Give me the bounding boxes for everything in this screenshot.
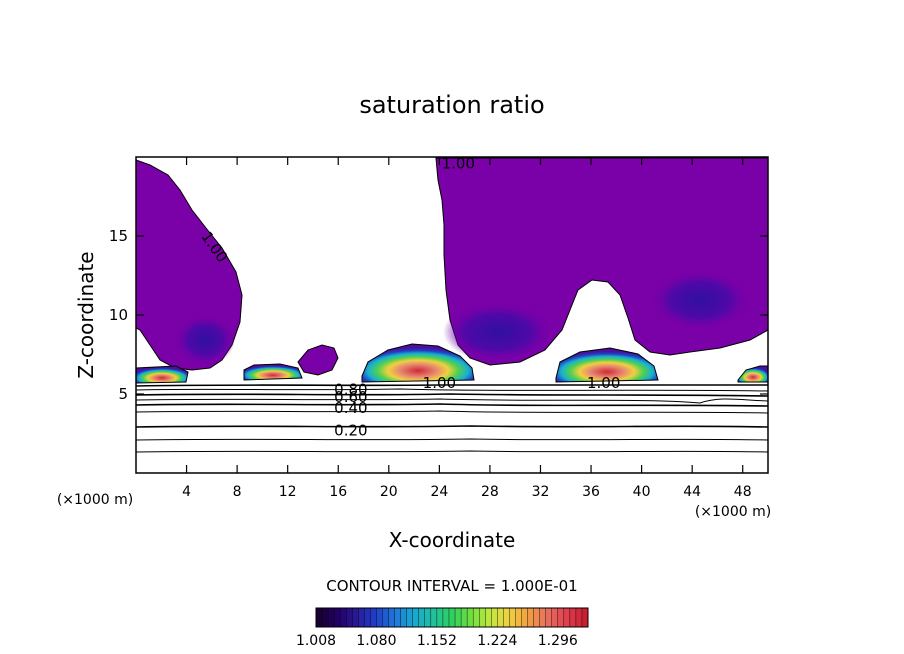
x-unit-right: (×1000 m) — [695, 504, 771, 520]
dark-core-3 — [175, 315, 235, 365]
chart-title: saturation ratio — [359, 91, 544, 119]
colorbar-swatch — [497, 607, 504, 628]
y-tick-label: 10 — [109, 306, 128, 324]
x-axis-label: X-coordinate — [389, 528, 516, 552]
colorbar-swatch — [376, 607, 383, 628]
y-tick-label: 5 — [118, 385, 128, 403]
colorbar-swatch — [479, 607, 486, 628]
colorbar-swatch — [509, 607, 516, 628]
colorbar-label: 1.080 — [356, 633, 396, 649]
colorbar-swatch — [388, 607, 396, 628]
contour-label: 0.60 — [334, 388, 367, 406]
contour-label: 1.00 — [587, 374, 620, 392]
x-tick-label: 36 — [582, 484, 600, 500]
colorbar-swatch — [352, 607, 359, 628]
x-unit-left: (×1000 m) — [57, 492, 133, 508]
y-axis-ticks: 5 10 15 — [109, 227, 768, 403]
colorbar-label: 1.008 — [296, 633, 336, 649]
contour-label: 0.40 — [334, 399, 367, 417]
colorbar-swatch — [346, 607, 353, 628]
colorbar-swatch — [575, 607, 583, 628]
colorbar-swatch — [412, 607, 420, 628]
contour-label: 0.80 — [334, 380, 367, 398]
colorbar-swatch — [521, 607, 529, 628]
x-tick-label: 48 — [734, 484, 752, 500]
colorbar-swatch — [430, 607, 438, 628]
x-tick-label: 20 — [380, 484, 398, 500]
y-tick-label: 15 — [109, 227, 128, 245]
colorbar-swatch — [321, 607, 329, 628]
colorbar-swatch — [485, 607, 492, 628]
colorbar-swatch — [315, 607, 323, 628]
x-tick-label: 32 — [532, 484, 550, 500]
x-tick-label: 44 — [683, 484, 701, 500]
colorbar-swatch — [400, 607, 408, 628]
colorbar-swatch — [472, 607, 480, 628]
colorbar-swatch — [424, 607, 432, 628]
x-tick-label: 28 — [481, 484, 499, 500]
colorbar-labels: 1.008 1.080 1.152 1.224 1.296 — [296, 633, 578, 649]
supersat-region-small — [297, 344, 339, 376]
colorbar-swatch — [527, 607, 535, 628]
colorbar — [315, 607, 589, 628]
colorbar-swatch — [394, 607, 402, 628]
contour-field — [136, 157, 768, 453]
colorbar-swatch — [460, 607, 468, 628]
contour-lines — [136, 383, 768, 453]
colorbar-swatch — [545, 607, 553, 628]
cloud-band-1 — [136, 365, 189, 384]
colorbar-swatch — [466, 607, 474, 628]
colorbar-frame — [315, 607, 589, 628]
colorbar-label: 1.152 — [417, 633, 457, 649]
colorbar-swatch — [418, 607, 426, 628]
colorbar-swatch — [364, 607, 371, 628]
x-tick-label: 16 — [329, 484, 347, 500]
colorbar-swatch — [557, 607, 565, 628]
colorbar-swatch — [551, 607, 559, 628]
colorbar-swatch — [339, 607, 347, 628]
cloud-band-3 — [361, 343, 475, 383]
colorbar-swatch — [448, 607, 456, 628]
dark-core-1 — [443, 302, 553, 362]
colorbar-swatch — [358, 607, 365, 628]
x-tick-label: 4 — [182, 484, 191, 500]
colorbar-swatch — [442, 607, 450, 628]
colorbar-swatch — [581, 607, 589, 628]
contour-interval-text: CONTOUR INTERVAL = 1.000E-01 — [326, 577, 577, 595]
colorbar-swatch — [515, 607, 523, 628]
y-axis-label: Z-coordinate — [74, 251, 98, 378]
x-tick-label: 40 — [633, 484, 651, 500]
contour-label: 1.00 — [423, 374, 456, 392]
colorbar-swatch — [370, 607, 377, 628]
colorbar-swatch — [533, 607, 541, 628]
cloud-band-4 — [555, 347, 659, 383]
cloud-band-5 — [737, 365, 768, 383]
colorbar-swatch — [406, 607, 414, 628]
contour-label: 1.00 — [442, 154, 475, 172]
colorbar-swatch — [491, 607, 498, 628]
colorbar-swatch — [382, 607, 390, 628]
x-tick-label: 12 — [279, 484, 297, 500]
x-tick-label: 8 — [233, 484, 242, 500]
cloud-band-2 — [243, 363, 303, 381]
colorbar-label: 1.224 — [477, 633, 517, 649]
x-tick-label: 24 — [430, 484, 448, 500]
contour-label: 0.20 — [334, 421, 367, 439]
dark-core-2 — [650, 270, 750, 330]
colorbar-swatch — [563, 607, 571, 628]
colorbar-swatch — [436, 607, 444, 628]
colorbar-swatch — [503, 607, 510, 628]
colorbar-swatch — [569, 607, 577, 628]
colorbar-swatch — [539, 607, 547, 628]
colorbar-label: 1.296 — [538, 633, 578, 649]
x-axis-ticks: 4 8 12 16 20 24 28 32 36 40 44 48 — [182, 157, 752, 500]
colorbar-swatch — [327, 607, 335, 628]
colorbar-swatch — [454, 607, 462, 628]
colorbar-swatch — [333, 607, 341, 628]
